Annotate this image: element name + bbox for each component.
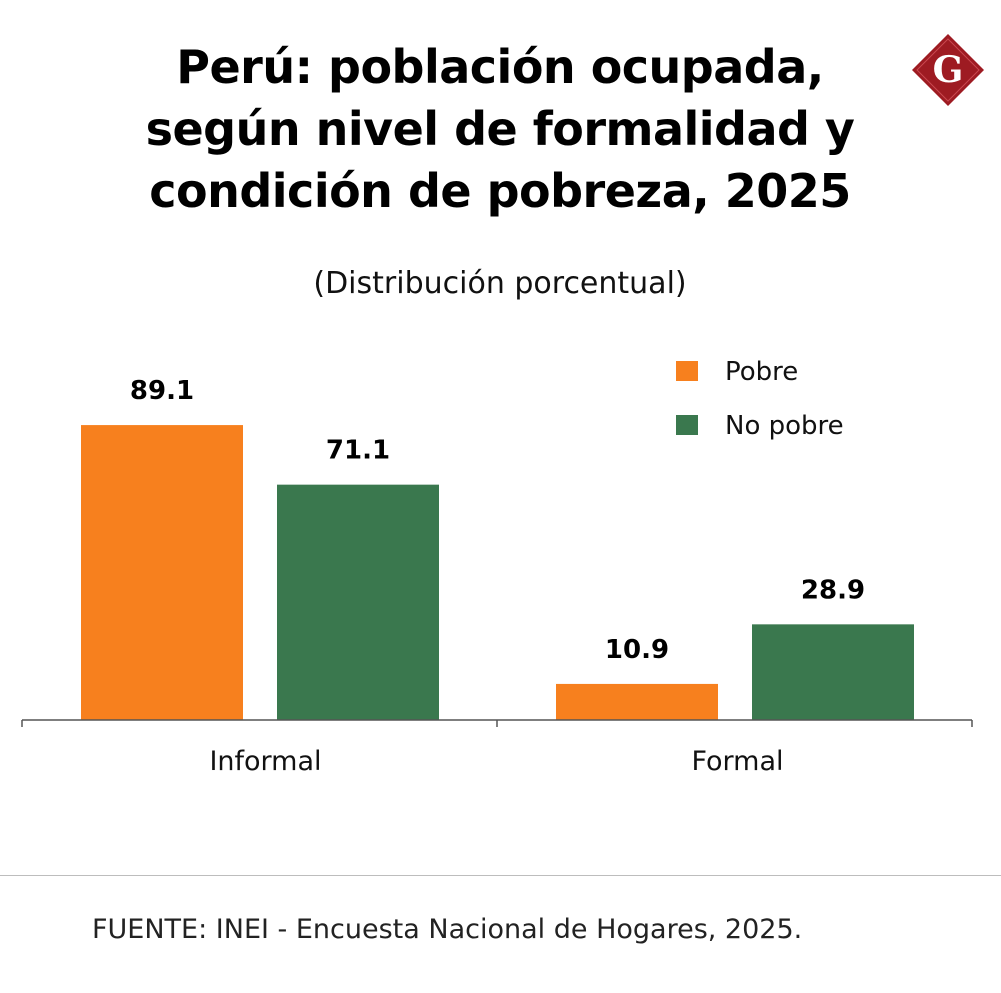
value-label-no-pobre-formal: 28.9 bbox=[801, 575, 865, 605]
category-label-formal: Formal bbox=[691, 746, 783, 777]
footer-divider bbox=[0, 875, 1001, 876]
bar-no-pobre-formal bbox=[752, 624, 914, 720]
value-label-pobre-informal: 89.1 bbox=[130, 376, 194, 406]
value-labels-layer: 89.1 71.1 10.9 28.9 bbox=[130, 376, 865, 665]
legend: Pobre No pobre bbox=[676, 357, 844, 441]
bar-pobre-formal bbox=[556, 683, 718, 720]
legend-swatch-pobre bbox=[676, 361, 698, 381]
category-label-informal: Informal bbox=[209, 746, 321, 777]
legend-label-no-pobre: No pobre bbox=[725, 411, 844, 441]
gestion-logo-icon: G bbox=[912, 34, 984, 106]
bar-chart: 89.1 71.1 10.9 28.9 Informal Formal Pobre No … bbox=[21, 357, 973, 777]
bar-no-pobre-informal bbox=[277, 484, 439, 720]
category-labels-layer: Informal Formal bbox=[209, 746, 783, 777]
legend-swatch-no-pobre bbox=[676, 415, 698, 435]
title-line-1: Perú: población ocupada, bbox=[176, 40, 824, 94]
title-line-3: condición de pobreza, 2025 bbox=[149, 164, 851, 218]
bar-pobre-informal bbox=[81, 425, 243, 720]
value-label-pobre-formal: 10.9 bbox=[605, 635, 669, 665]
legend-label-pobre: Pobre bbox=[725, 357, 798, 387]
chart-title: Perú: población ocupada, según nivel de … bbox=[100, 36, 900, 222]
source-note: FUENTE: INEI - Encuesta Nacional de Hoga… bbox=[92, 914, 803, 945]
logo-letter: G bbox=[933, 49, 964, 91]
chart-subtitle: (Distribución porcentual) bbox=[313, 266, 687, 301]
title-line-2: según nivel de formalidad y bbox=[145, 102, 855, 156]
bars-layer bbox=[81, 425, 914, 720]
value-label-no-pobre-informal: 71.1 bbox=[326, 436, 390, 466]
